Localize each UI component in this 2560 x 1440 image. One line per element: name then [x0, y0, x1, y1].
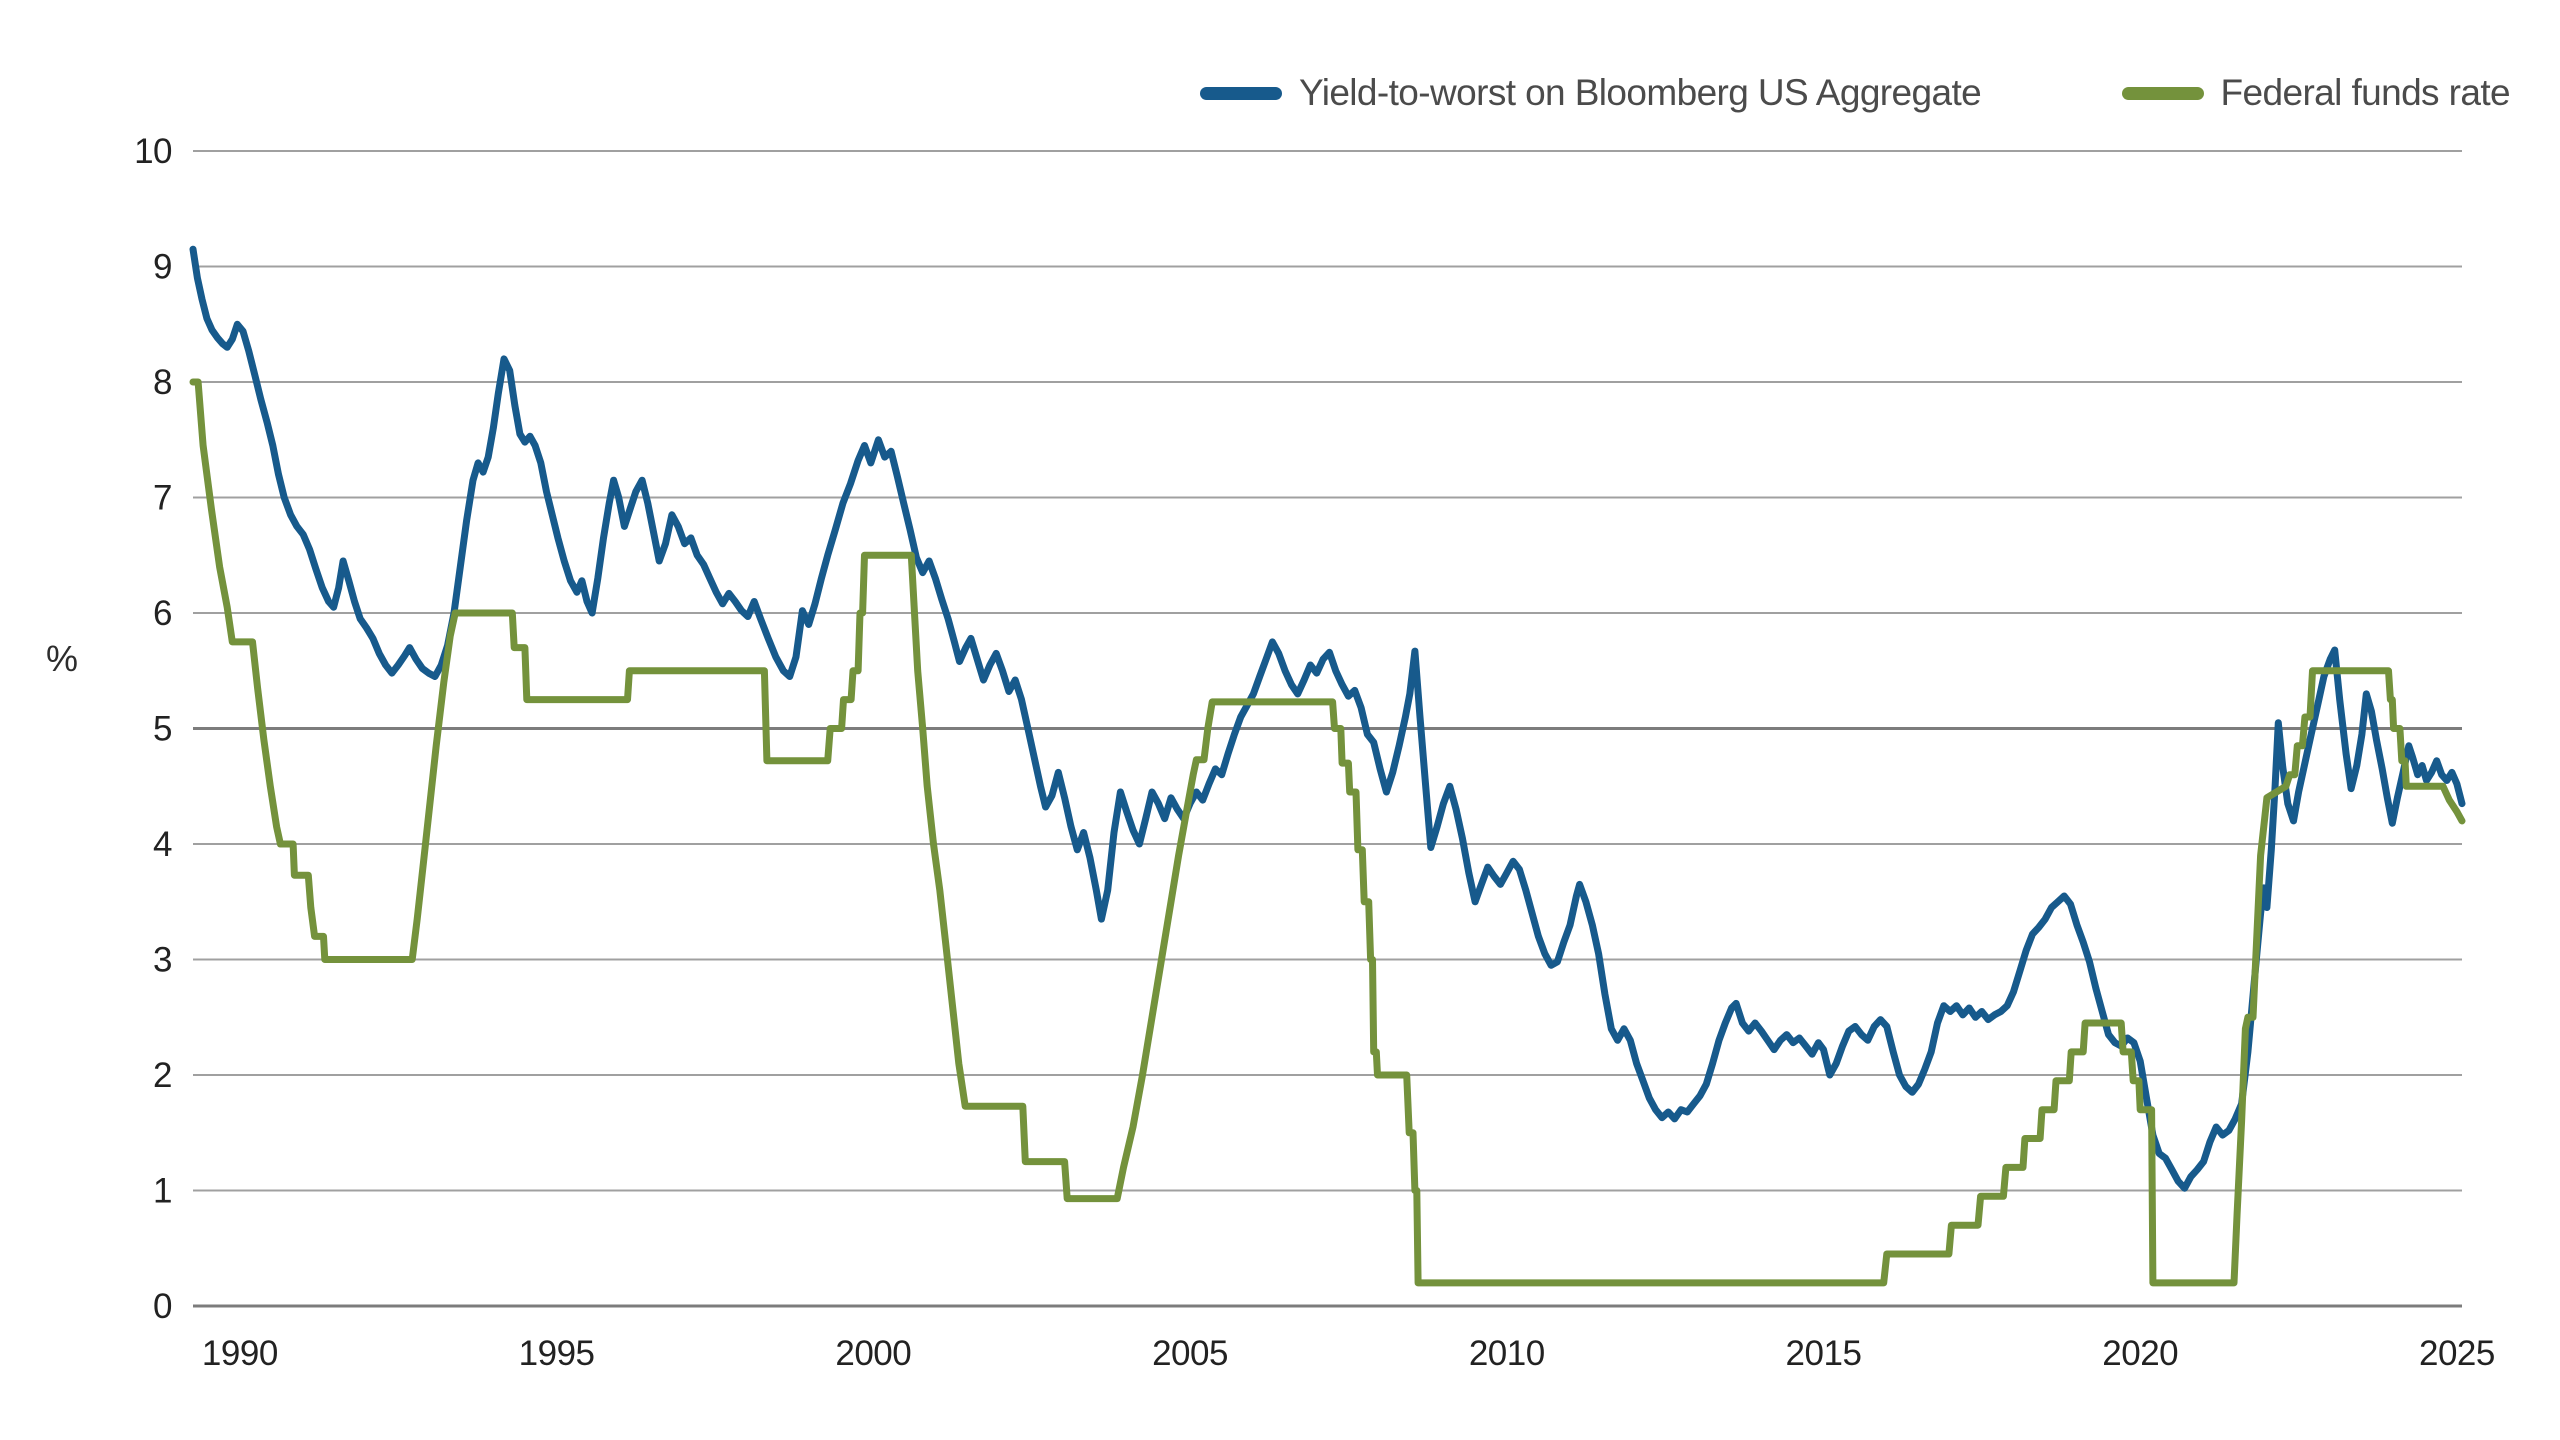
series-path-fed-funds-rate	[189, 378, 2466, 1287]
y-tick-label-3: 3	[153, 941, 172, 980]
x-tick-label-2000: 2000	[835, 1334, 911, 1373]
x-tick-label-2025: 2025	[2419, 1334, 2495, 1373]
y-axis-label: %	[46, 638, 79, 679]
y-tick-label-5: 5	[153, 710, 172, 749]
y-tick-label-9: 9	[153, 248, 172, 287]
y-tick-label-10: 10	[134, 132, 172, 171]
x-tick-label-2015: 2015	[1786, 1334, 1862, 1373]
y-tick-label-4: 4	[153, 825, 172, 864]
y-tick-label-2: 2	[153, 1056, 172, 1095]
legend-item-fed-funds: Federal funds rate	[2121, 72, 2511, 114]
legend-swatch-blue-line-icon	[1200, 86, 1282, 100]
series-path-yield-to-worst	[189, 245, 2466, 1192]
x-tick-label-1990: 1990	[202, 1334, 278, 1373]
legend-label-fed-funds: Federal funds rate	[2220, 72, 2511, 113]
legend-label-yield-to-worst: Yield-to-worst on Bloomberg US Aggregate	[1299, 72, 1982, 113]
x-tick-label-2020: 2020	[2102, 1334, 2178, 1373]
y-tick-label-8: 8	[153, 363, 172, 402]
legend: Yield-to-worst on Bloomberg US Aggregate…	[1200, 72, 2511, 114]
x-tick-label-2005: 2005	[1152, 1334, 1228, 1373]
y-tick-label-6: 6	[153, 594, 172, 633]
legend-item-yield-to-worst: Yield-to-worst on Bloomberg US Aggregate	[1200, 72, 1982, 114]
y-tick-label-1: 1	[153, 1172, 172, 1211]
legend-swatch-green-line-icon	[2121, 86, 2204, 100]
x-tick-label-1995: 1995	[519, 1334, 595, 1373]
x-tick-label-2010: 2010	[1469, 1334, 1545, 1373]
y-tick-label-7: 7	[153, 479, 172, 518]
y-tick-label-0: 0	[153, 1287, 172, 1326]
